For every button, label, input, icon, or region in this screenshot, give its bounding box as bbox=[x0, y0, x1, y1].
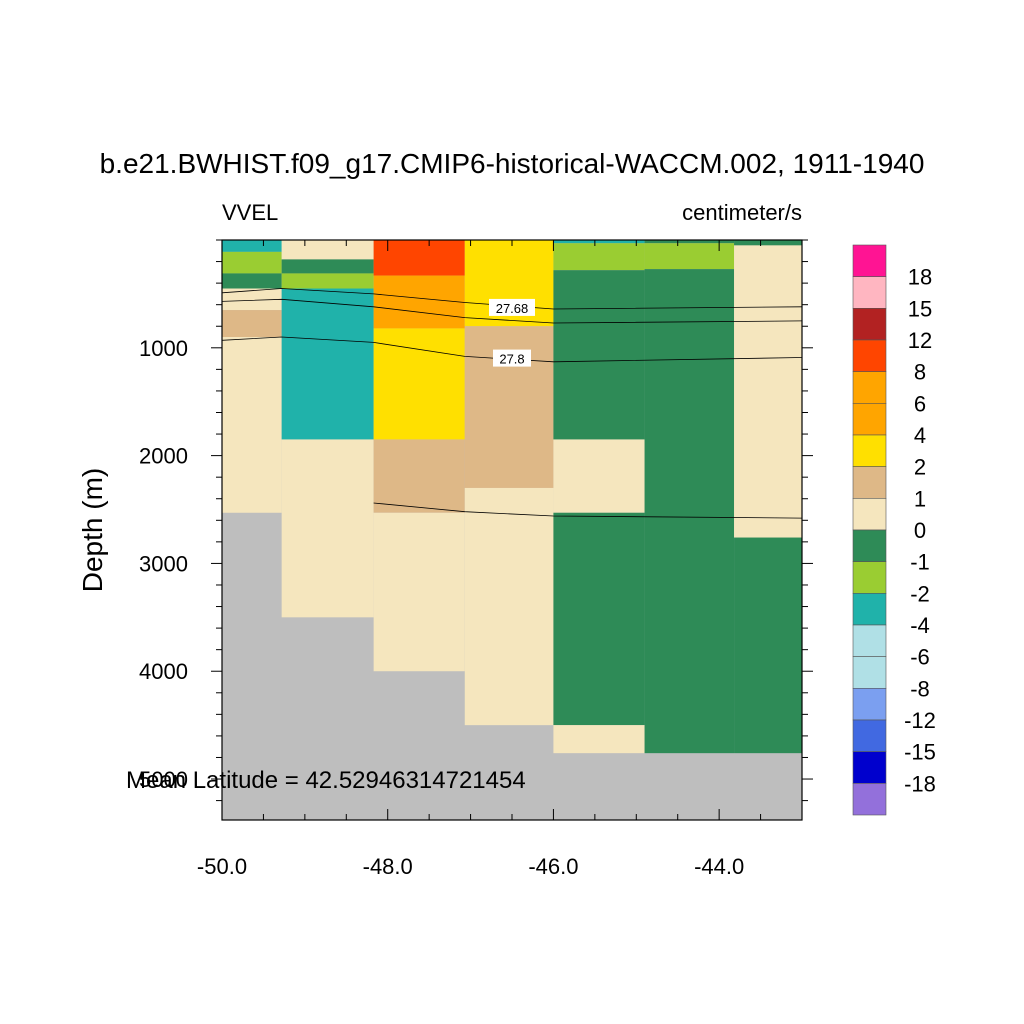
x-axis: -50.0 -48.0 -46.0 -44.0 bbox=[197, 240, 803, 879]
velocity-cell bbox=[464, 487, 554, 726]
velocity-cell bbox=[553, 725, 645, 754]
colorbar-swatch bbox=[852, 276, 887, 309]
colorbar-swatch bbox=[852, 403, 887, 436]
velocity-cell bbox=[373, 275, 465, 329]
x-tick-label: -48.0 bbox=[363, 854, 413, 879]
velocity-cell bbox=[553, 512, 645, 726]
colorbar-label: 18 bbox=[908, 265, 932, 290]
velocity-cell bbox=[222, 288, 282, 311]
density-contour-line bbox=[221, 288, 803, 310]
y-tick-label: 2000 bbox=[139, 444, 188, 469]
colorbar-label: -18 bbox=[904, 771, 936, 796]
density-contour-line bbox=[373, 502, 803, 519]
chart-title: b.e21.BWHIST.f09_g17.CMIP6-historical-WA… bbox=[100, 148, 925, 179]
colorbar-label: -15 bbox=[904, 740, 936, 765]
colorbar-swatch bbox=[852, 529, 887, 562]
y-tick-label: 1000 bbox=[139, 336, 188, 361]
colorbar-label: -8 bbox=[910, 676, 930, 701]
velocity-cell bbox=[373, 328, 465, 440]
colorbar-label: -2 bbox=[910, 581, 930, 606]
y-tick-label: 4000 bbox=[139, 659, 188, 684]
x-tick-label: -46.0 bbox=[528, 854, 578, 879]
velocity-cell bbox=[222, 240, 282, 252]
colorbar-swatch bbox=[852, 466, 887, 499]
velocity-cell bbox=[373, 512, 465, 672]
velocity-cells bbox=[222, 240, 802, 754]
velocity-cell bbox=[281, 240, 374, 260]
y-tick-label: 5000 bbox=[139, 767, 188, 792]
colorbar-label: 8 bbox=[914, 360, 926, 385]
contour-label-bg bbox=[493, 349, 531, 367]
x-tick-label: -44.0 bbox=[694, 854, 744, 879]
colorbar-swatch bbox=[852, 688, 887, 721]
velocity-cell bbox=[222, 251, 282, 274]
contour-label: 27.68 bbox=[496, 301, 529, 316]
velocity-cell bbox=[734, 240, 802, 246]
velocity-cell bbox=[281, 288, 374, 440]
y-axis: 1000 2000 3000 4000 5000 bbox=[139, 239, 813, 802]
velocity-cell bbox=[222, 310, 282, 338]
density-contour-line bbox=[221, 336, 803, 363]
velocity-cell bbox=[373, 439, 465, 513]
velocity-cell bbox=[373, 240, 465, 276]
x-tick-label: -50.0 bbox=[197, 854, 247, 879]
colorbar-swatch bbox=[852, 656, 887, 689]
y-axis-title: Depth (m) bbox=[77, 468, 108, 592]
velocity-cell bbox=[644, 269, 735, 754]
velocity-cell bbox=[734, 245, 802, 538]
colorbar-label: -6 bbox=[910, 645, 930, 670]
velocity-cell bbox=[222, 273, 282, 289]
variable-label: VVEL bbox=[222, 200, 278, 225]
colorbar-swatch bbox=[852, 434, 887, 467]
velocity-cell bbox=[644, 240, 735, 244]
velocity-cell bbox=[553, 240, 645, 244]
velocity-cell bbox=[553, 270, 645, 440]
velocity-cell bbox=[553, 439, 645, 513]
colorbar-label: 0 bbox=[914, 518, 926, 543]
mean-latitude-annotation: Mean Latitude = 42.52946314721454 bbox=[126, 767, 526, 794]
colorbar-swatch bbox=[852, 751, 887, 784]
colorbar-label: -12 bbox=[904, 708, 936, 733]
colorbar-label: 4 bbox=[914, 423, 926, 448]
velocity-cell bbox=[281, 273, 374, 289]
colorbar-swatch bbox=[852, 719, 887, 752]
colorbar-swatch bbox=[852, 593, 887, 626]
colorbar-swatch bbox=[852, 783, 887, 816]
contour-label: 27.8 bbox=[499, 352, 524, 367]
colorbar-label: 2 bbox=[914, 455, 926, 480]
velocity-cell bbox=[281, 259, 374, 274]
colorbar-label: -1 bbox=[910, 550, 930, 575]
colorbar-swatch bbox=[852, 624, 887, 657]
colorbar-label: 15 bbox=[908, 296, 932, 321]
velocity-cell bbox=[281, 439, 374, 618]
colorbar-swatch bbox=[852, 308, 887, 341]
velocity-cell bbox=[222, 337, 282, 513]
velocity-cell bbox=[734, 537, 802, 754]
colorbar-swatch bbox=[852, 498, 887, 531]
colorbar-swatch bbox=[852, 244, 887, 277]
y-tick-label: 3000 bbox=[139, 551, 188, 576]
velocity-cell bbox=[644, 243, 735, 270]
colorbar: 18 15 12 8 6 4 2 1 0 -1 -2 -4 -6 -8 -12 -15 -18 bbox=[852, 244, 936, 816]
colorbar-swatch bbox=[852, 339, 887, 372]
units-label: centimeter/s bbox=[682, 200, 802, 225]
colorbar-swatch bbox=[852, 371, 887, 404]
contour-label-bg bbox=[489, 298, 535, 316]
density-contour-line bbox=[221, 298, 803, 324]
velocity-cell bbox=[553, 243, 645, 271]
colorbar-label: 12 bbox=[908, 328, 932, 353]
colorbar-swatch bbox=[852, 561, 887, 594]
colorbar-label: 6 bbox=[914, 391, 926, 416]
colorbar-label: -4 bbox=[910, 613, 930, 638]
colorbar-label: 1 bbox=[914, 486, 926, 511]
density-contours: 27.68 27.8 bbox=[221, 288, 803, 519]
